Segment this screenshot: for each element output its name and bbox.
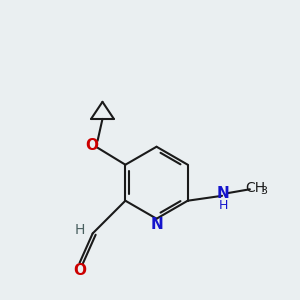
Text: CH: CH: [246, 181, 266, 195]
Text: N: N: [217, 186, 230, 201]
Text: 3: 3: [260, 186, 267, 196]
Text: N: N: [150, 217, 163, 232]
Text: H: H: [75, 223, 86, 236]
Text: H: H: [218, 199, 228, 212]
Text: O: O: [85, 138, 98, 153]
Text: O: O: [73, 262, 86, 278]
